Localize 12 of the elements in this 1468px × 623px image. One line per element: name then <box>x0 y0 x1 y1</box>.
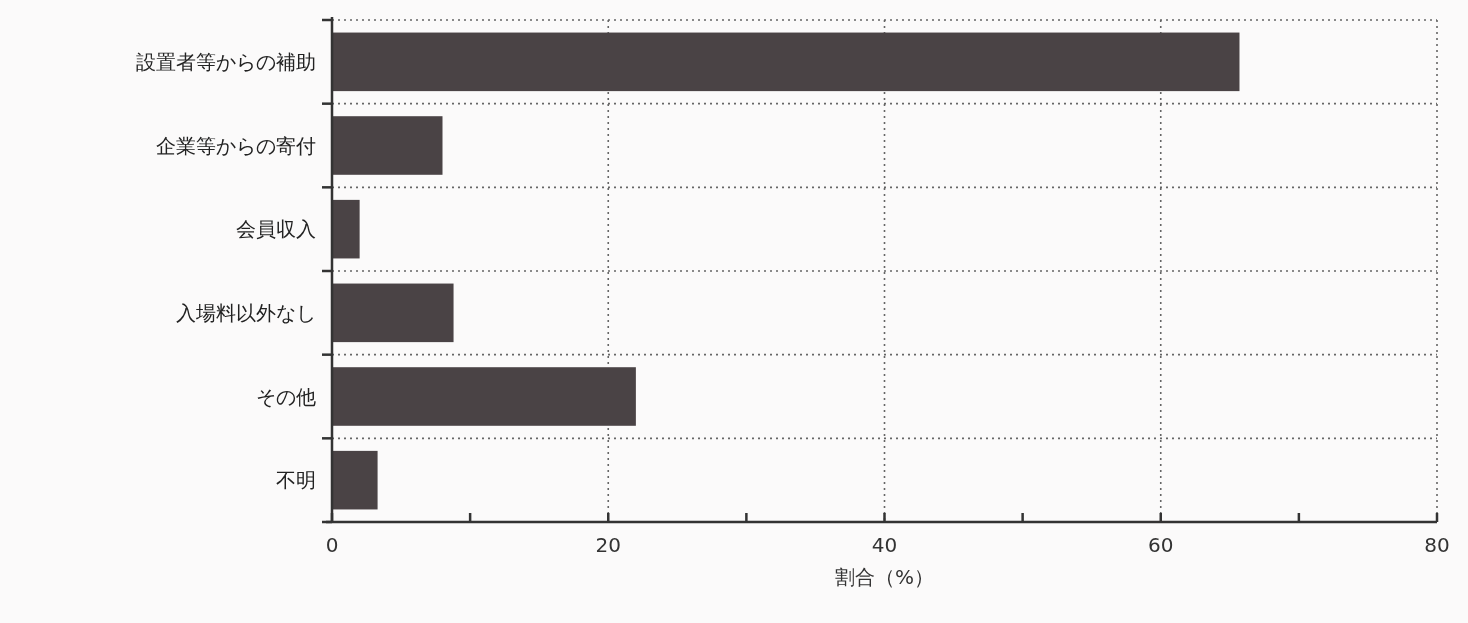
y-tick-label: 会員収入 <box>236 217 316 242</box>
y-tick-label: その他 <box>256 384 316 409</box>
x-tick-label: 40 <box>871 533 898 557</box>
y-tick-label: 不明 <box>276 468 316 493</box>
x-tick-label: 20 <box>595 533 621 557</box>
y-tick-label: 企業等からの寄付 <box>156 133 316 158</box>
x-tick-label: 0 <box>325 533 339 557</box>
y-tick-label: 設置者等からの補助 <box>136 49 316 74</box>
x-tick-label: 80 <box>1424 533 1450 557</box>
y-tick-label: 入場料以外なし <box>176 300 316 325</box>
x-axis-title: 割合（%） <box>834 565 935 589</box>
x-tick-label: 60 <box>1148 533 1174 557</box>
